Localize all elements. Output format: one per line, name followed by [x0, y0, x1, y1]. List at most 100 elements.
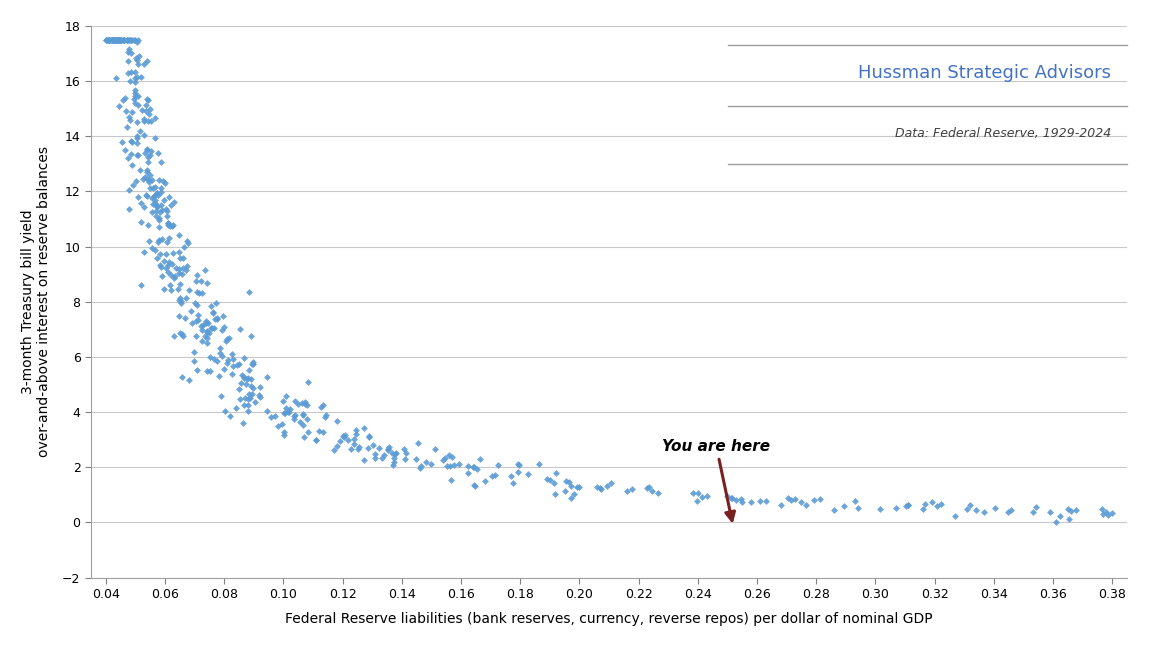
- Point: [188, 315, 207, 325]
- Point: [101, 34, 119, 45]
- Point: [172, 371, 191, 382]
- Point: [99, 34, 117, 45]
- Point: [141, 116, 160, 126]
- Point: [277, 391, 295, 401]
- Point: [541, 475, 560, 485]
- Point: [602, 477, 620, 488]
- Point: [145, 192, 163, 202]
- Point: [128, 133, 146, 144]
- Point: [196, 318, 215, 329]
- Point: [396, 454, 415, 465]
- Point: [967, 505, 986, 515]
- Point: [153, 262, 171, 272]
- Point: [471, 454, 489, 464]
- Point: [153, 205, 171, 215]
- Point: [722, 493, 740, 503]
- Point: [250, 389, 269, 400]
- Point: [407, 454, 425, 465]
- Point: [114, 34, 132, 45]
- Point: [144, 193, 162, 204]
- Point: [165, 331, 184, 341]
- Point: [756, 496, 774, 507]
- Point: [110, 34, 129, 45]
- Point: [128, 131, 146, 141]
- Text: Data: Federal Reserve, 1929-2024: Data: Federal Reserve, 1929-2024: [895, 127, 1111, 140]
- Point: [147, 200, 165, 210]
- Point: [180, 285, 199, 295]
- Point: [372, 452, 391, 463]
- Point: [316, 411, 334, 422]
- Point: [146, 205, 164, 215]
- Point: [176, 313, 194, 324]
- Point: [723, 493, 741, 503]
- Point: [192, 322, 210, 332]
- Point: [131, 126, 149, 137]
- Point: [286, 410, 304, 420]
- Point: [126, 72, 145, 83]
- Point: [597, 481, 616, 491]
- Point: [483, 470, 501, 481]
- Point: [205, 307, 223, 318]
- Point: [250, 392, 269, 402]
- Point: [810, 494, 828, 504]
- Point: [411, 463, 430, 473]
- Point: [383, 448, 401, 459]
- Point: [438, 461, 456, 471]
- Point: [201, 301, 219, 311]
- Point: [155, 256, 173, 266]
- Point: [185, 356, 203, 367]
- Y-axis label: 3-month Treasury bill yield
over-and-above interest on reserve balances: 3-month Treasury bill yield over-and-abo…: [21, 146, 51, 457]
- Point: [128, 53, 146, 63]
- Point: [152, 187, 170, 197]
- Point: [121, 75, 139, 85]
- Point: [638, 482, 656, 492]
- Point: [151, 215, 169, 226]
- Point: [149, 175, 168, 185]
- Point: [146, 182, 164, 193]
- Point: [846, 496, 864, 507]
- Point: [244, 383, 262, 393]
- Point: [118, 34, 137, 45]
- Point: [171, 298, 190, 308]
- Point: [139, 152, 157, 162]
- Point: [99, 34, 117, 45]
- Point: [183, 318, 201, 329]
- Point: [170, 295, 188, 305]
- Point: [146, 245, 164, 255]
- Point: [106, 34, 124, 45]
- Point: [280, 404, 299, 414]
- Point: [439, 450, 457, 461]
- Point: [998, 507, 1017, 518]
- Point: [152, 182, 170, 193]
- Point: [137, 190, 155, 201]
- Point: [460, 461, 478, 471]
- Point: [186, 331, 205, 341]
- Point: [422, 459, 440, 469]
- Point: [231, 394, 249, 404]
- Point: [156, 248, 175, 259]
- Point: [157, 211, 176, 221]
- Point: [129, 91, 147, 102]
- Point: [805, 495, 824, 505]
- Point: [124, 94, 142, 104]
- Point: [148, 190, 167, 200]
- Point: [117, 34, 136, 45]
- Point: [277, 402, 295, 413]
- Point: [565, 489, 584, 499]
- Point: [108, 34, 126, 45]
- Point: [568, 482, 586, 492]
- Point: [425, 444, 444, 455]
- Point: [188, 364, 207, 375]
- Point: [213, 325, 231, 335]
- Point: [108, 34, 126, 45]
- Point: [333, 430, 352, 441]
- Point: [116, 93, 134, 103]
- Point: [223, 349, 241, 359]
- Point: [224, 361, 242, 371]
- Point: [272, 419, 291, 430]
- Point: [192, 276, 210, 286]
- Point: [986, 503, 1004, 514]
- Point: [111, 34, 130, 45]
- Point: [148, 252, 167, 263]
- Point: [186, 298, 205, 308]
